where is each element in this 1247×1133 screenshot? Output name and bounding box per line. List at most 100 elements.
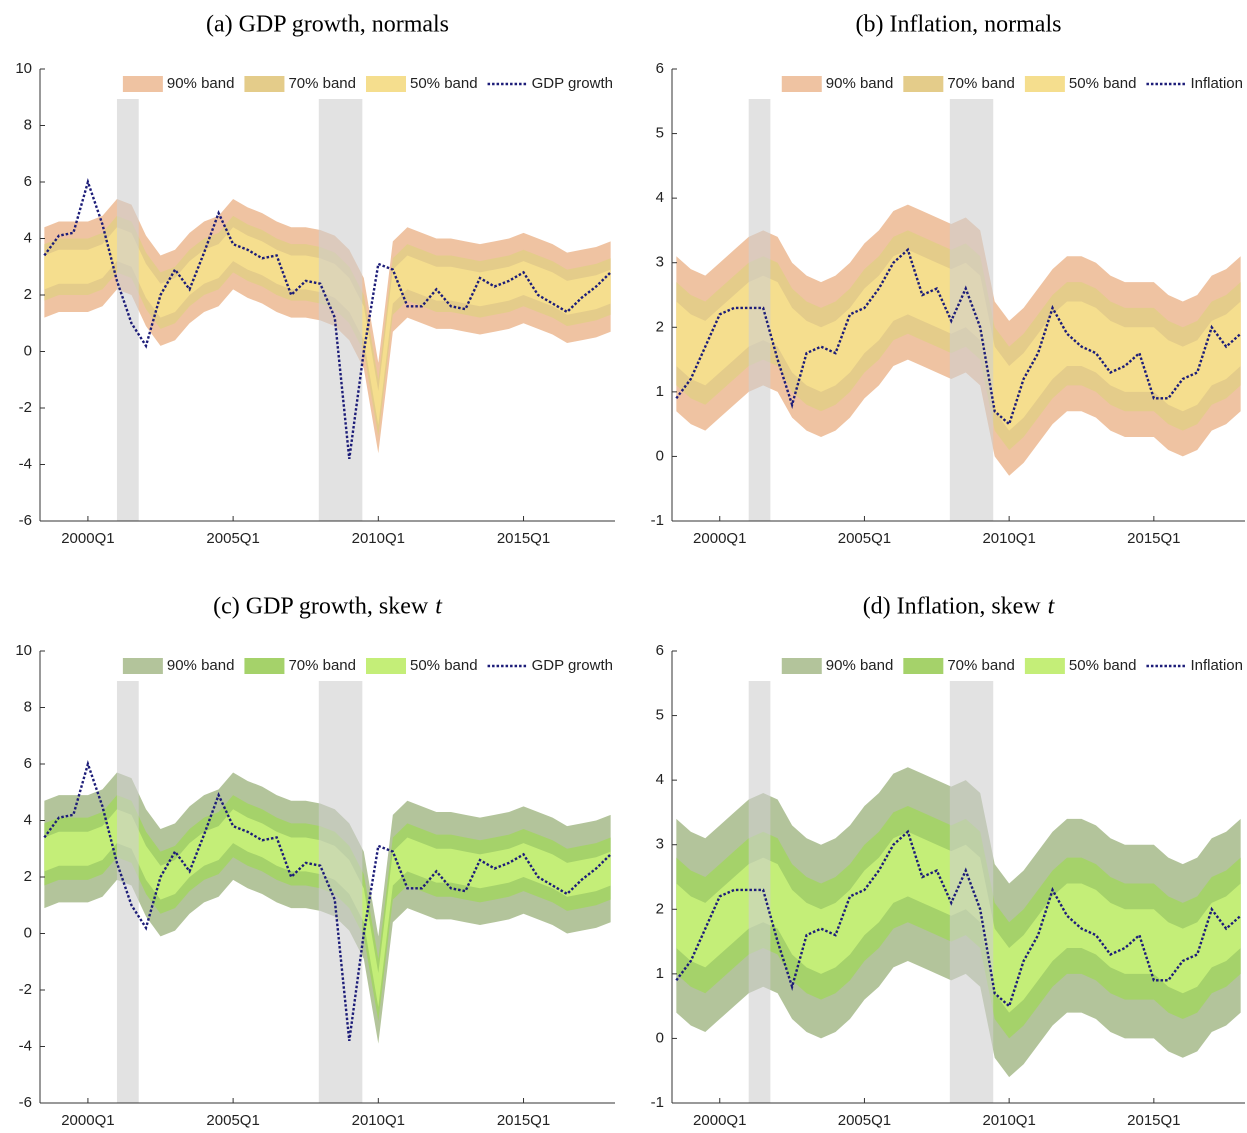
y-tick-label: 8 (24, 698, 32, 715)
y-tick-label: 6 (656, 60, 664, 77)
legend-label: 70% band (288, 75, 356, 92)
x-tick-label: 2010Q1 (352, 530, 405, 547)
legend-swatch (903, 76, 944, 92)
panel: -6 -4 -2 0 2 4 6 8 10 2000Q1 2005Q1 2010Q1 2015Q1 (c)… (15, 594, 615, 1129)
y-tick-label: 3 (656, 254, 664, 271)
x-tick-label: 2000Q1 (693, 1112, 746, 1129)
legend-swatch (781, 658, 822, 674)
y-tick-label: 5 (656, 125, 664, 142)
y-tick-label: 6 (656, 642, 664, 659)
legend: 90% band 70% band 50% band Inflation (781, 75, 1243, 92)
chart-title: (b) Inflation, normals (856, 12, 1062, 38)
legend: 90% band 70% band 50% band GDP growth (122, 657, 613, 674)
panel: -6 -4 -2 0 2 4 6 8 10 2000Q1 2005Q1 2010Q1 2015Q1 (a)… (15, 12, 615, 547)
y-tick-label: -1 (651, 512, 664, 529)
band-area (44, 809, 611, 1007)
legend-swatch (122, 76, 163, 92)
y-tick-label: 2 (656, 900, 664, 917)
x-tick-label: 2005Q1 (838, 1112, 891, 1129)
legend-label: 90% band (167, 75, 235, 92)
y-tick-label: 1 (656, 383, 664, 400)
series-line (43, 177, 612, 460)
y-tick-label: -4 (19, 455, 32, 472)
legend: 90% band 70% band 50% band Inflation (781, 657, 1243, 674)
x-tick-label: 2000Q1 (61, 530, 114, 547)
x-tick-label: 2000Q1 (61, 1112, 114, 1129)
legend-label: 50% band (1069, 75, 1137, 92)
y-tick-label: 10 (15, 60, 32, 77)
y-tick-label: -6 (19, 1094, 32, 1111)
y-tick-label: -6 (19, 512, 32, 529)
y-tick-label: 3 (656, 836, 664, 853)
band-area (676, 831, 1241, 1013)
panel: -1 0 1 2 3 4 5 6 2000Q1 2005Q1 2010Q1 2015Q1 (b) Inf… (651, 12, 1245, 547)
x-tick-label: 2010Q1 (982, 1112, 1035, 1129)
y-tick-label: 0 (24, 924, 32, 941)
y-tick-label: 4 (656, 771, 664, 788)
x-tick-label: 2015Q1 (1127, 1112, 1180, 1129)
legend-label: 70% band (947, 75, 1015, 92)
series-line (675, 829, 1242, 1009)
y-tick-label: 2 (656, 318, 664, 335)
legend-label: 70% band (947, 657, 1015, 674)
y-tick-label: -4 (19, 1037, 32, 1054)
legend-label: Inflation (1190, 657, 1243, 674)
band-area (676, 249, 1241, 431)
legend-label: 70% band (288, 657, 356, 674)
y-tick-label: 6 (24, 755, 32, 772)
y-tick-label: 1 (656, 965, 664, 982)
chart-title: (c) GDP growth, skew (213, 594, 429, 620)
y-tick-label: 0 (656, 447, 664, 464)
legend-label: 50% band (410, 657, 478, 674)
legend-label: 50% band (1069, 657, 1137, 674)
legend: 90% band 70% band 50% band GDP growth (122, 75, 613, 92)
legend-swatch (244, 658, 285, 674)
chart-title: (a) GDP growth, normals (206, 12, 449, 38)
band-area (44, 227, 611, 425)
x-tick-label: 2005Q1 (838, 530, 891, 547)
x-tick-label: 2015Q1 (497, 530, 550, 547)
y-tick-label: 4 (24, 229, 32, 246)
x-tick-label: 2005Q1 (206, 530, 259, 547)
x-tick-label: 2015Q1 (1127, 530, 1180, 547)
y-tick-label: 2 (24, 868, 32, 885)
legend-label: 90% band (826, 75, 894, 92)
y-tick-label: -2 (19, 981, 32, 998)
x-tick-label: 2000Q1 (693, 530, 746, 547)
series-line (675, 247, 1242, 427)
recession-shading (318, 99, 363, 521)
y-tick-label: 10 (15, 642, 32, 659)
y-tick-label: 5 (656, 707, 664, 724)
legend-label: 90% band (826, 657, 894, 674)
legend-swatch (903, 658, 944, 674)
chart-title-italic: t (435, 594, 443, 620)
x-tick-label: 2005Q1 (206, 1112, 259, 1129)
recession-shading (748, 681, 771, 1103)
legend-label: GDP growth (532, 75, 613, 92)
legend-label: Inflation (1190, 75, 1243, 92)
y-tick-label: 4 (656, 189, 664, 206)
y-tick-label: 4 (24, 811, 32, 828)
y-tick-label: 6 (24, 173, 32, 190)
legend-label: 50% band (410, 75, 478, 92)
x-tick-label: 2010Q1 (982, 530, 1035, 547)
series-line (43, 759, 612, 1042)
recession-shading (318, 681, 363, 1103)
legend-swatch (366, 658, 406, 674)
y-tick-label: -1 (651, 1094, 664, 1111)
legend-swatch (1024, 76, 1065, 92)
y-tick-label: 8 (24, 116, 32, 133)
y-tick-label: 2 (24, 286, 32, 303)
legend-swatch (122, 658, 163, 674)
legend-label: 90% band (167, 657, 235, 674)
legend-swatch (244, 76, 285, 92)
panel: -1 0 1 2 3 4 5 6 2000Q1 2005Q1 2010Q1 2015Q1 (d) Inf… (651, 594, 1245, 1129)
y-tick-label: 0 (24, 342, 32, 359)
y-tick-label: -2 (19, 399, 32, 416)
chart-title: (d) Inflation, skew (863, 594, 1042, 620)
x-tick-label: 2010Q1 (352, 1112, 405, 1129)
y-tick-label: 0 (656, 1029, 664, 1046)
recession-shading (748, 99, 771, 521)
